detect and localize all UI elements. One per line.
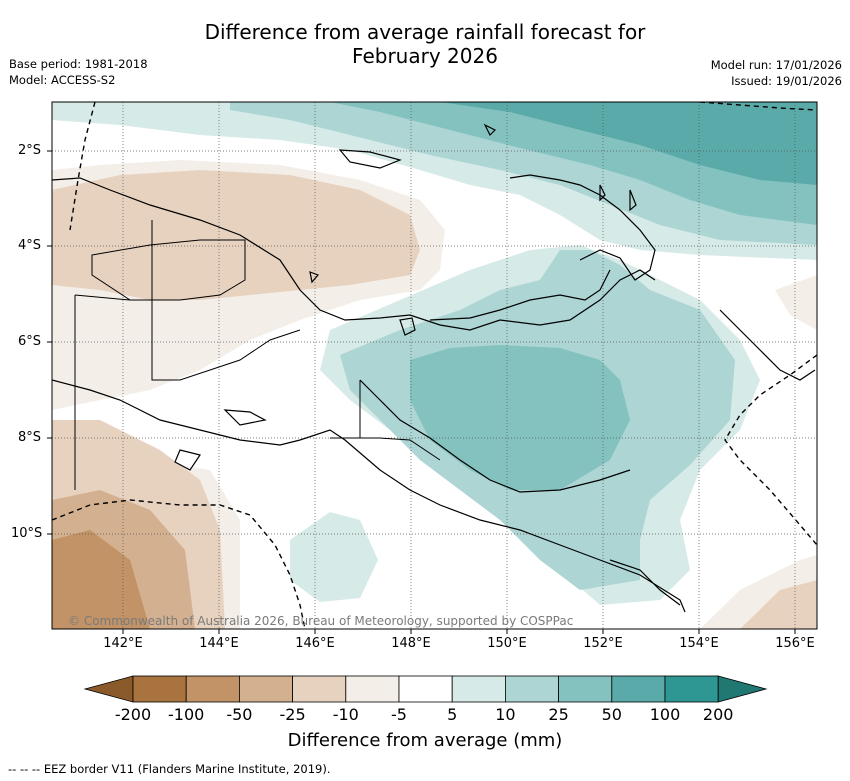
colorbar-swatch xyxy=(185,675,240,703)
contour-5-10-south xyxy=(290,512,378,602)
copyright-text: © Commonwealth of Australia 2026, Bureau… xyxy=(68,614,574,628)
base-period-text: Base period: 1981-2018 xyxy=(9,57,148,71)
contour-25-50-central xyxy=(410,345,630,490)
colorbar-extend-low xyxy=(83,675,134,703)
lat-label-4s: 4°S xyxy=(18,238,42,253)
lon-label-144e: 144°E xyxy=(199,636,239,651)
lon-label-152e: 152°E xyxy=(583,636,623,651)
colorbar-swatch xyxy=(345,675,400,703)
lon-label-150e: 150°E xyxy=(487,636,527,651)
contour-dry-50-100-west xyxy=(52,530,150,629)
lat-label-6s: 6°S xyxy=(18,334,42,349)
issued-text: Issued: 19/01/2026 xyxy=(731,74,842,88)
map-title: Difference from average rainfall forecas… xyxy=(0,20,850,68)
colorbar-tick-label: 25 xyxy=(548,705,569,724)
colorbar-label: Difference from average (mm) xyxy=(287,730,563,751)
colorbar-tick-label: -5 xyxy=(391,705,407,724)
coastlines xyxy=(52,123,816,613)
colorbar-tick-label: -25 xyxy=(279,705,306,724)
colorbar-tick-label: -100 xyxy=(168,705,205,724)
title-line-2: February 2026 xyxy=(352,44,498,68)
meta-right: Model run: 17/01/2026 Issued: 19/01/2026 xyxy=(711,57,842,89)
colorbar-swatch xyxy=(398,675,453,703)
colorbar-extend-high xyxy=(717,675,768,703)
model-run-text: Model run: 17/01/2026 xyxy=(710,58,842,72)
colorbar-swatch xyxy=(664,675,719,703)
colorbar-tick-label: 100 xyxy=(649,705,681,724)
contour-50-100-north xyxy=(440,102,817,185)
lon-label-148e: 148°E xyxy=(391,636,431,651)
lon-label-154e: 154°E xyxy=(679,636,719,651)
colorbar-swatch xyxy=(132,675,187,703)
lon-label-146e: 146°E xyxy=(295,636,335,651)
colorbar-tick-label: -200 xyxy=(114,705,152,724)
eez-borders xyxy=(52,102,817,629)
eez-legend-text: -- -- -- EEZ border V11 (Flanders Marine… xyxy=(8,762,331,776)
colorbar-swatch xyxy=(504,675,559,703)
colorbar-tick-label: 5 xyxy=(447,705,458,724)
colorbar-tick-label: -10 xyxy=(332,705,359,724)
colorbar-swatch xyxy=(451,675,506,703)
colorbar-swatch xyxy=(292,675,347,703)
lat-label-8s: 8°S xyxy=(18,430,42,445)
lon-label-156e: 156°E xyxy=(775,636,815,651)
lat-label-10s: 10°S xyxy=(11,526,43,541)
colorbar-swatch xyxy=(238,675,293,703)
admin-borders xyxy=(74,220,441,490)
colorbar-tick-label: 200 xyxy=(702,705,734,724)
contour-dry-east-2 xyxy=(740,580,817,629)
map-frame xyxy=(51,101,818,630)
colorbar-swatch xyxy=(558,675,613,703)
title-line-1: Difference from average rainfall forecas… xyxy=(204,20,646,44)
lon-label-142e: 142°E xyxy=(103,636,143,651)
lat-label-2s: 2°S xyxy=(18,143,42,158)
axis-ticks xyxy=(47,150,796,634)
colorbar-tick-label: -50 xyxy=(226,705,253,724)
meta-left: Base period: 1981-2018 Model: ACCESS-S2 xyxy=(9,56,148,88)
colorbar-tick-label: 10 xyxy=(495,705,516,724)
colorbar-tick-label: 50 xyxy=(601,705,622,724)
colorbar-swatch xyxy=(611,675,666,703)
model-text: Model: ACCESS-S2 xyxy=(9,73,116,87)
